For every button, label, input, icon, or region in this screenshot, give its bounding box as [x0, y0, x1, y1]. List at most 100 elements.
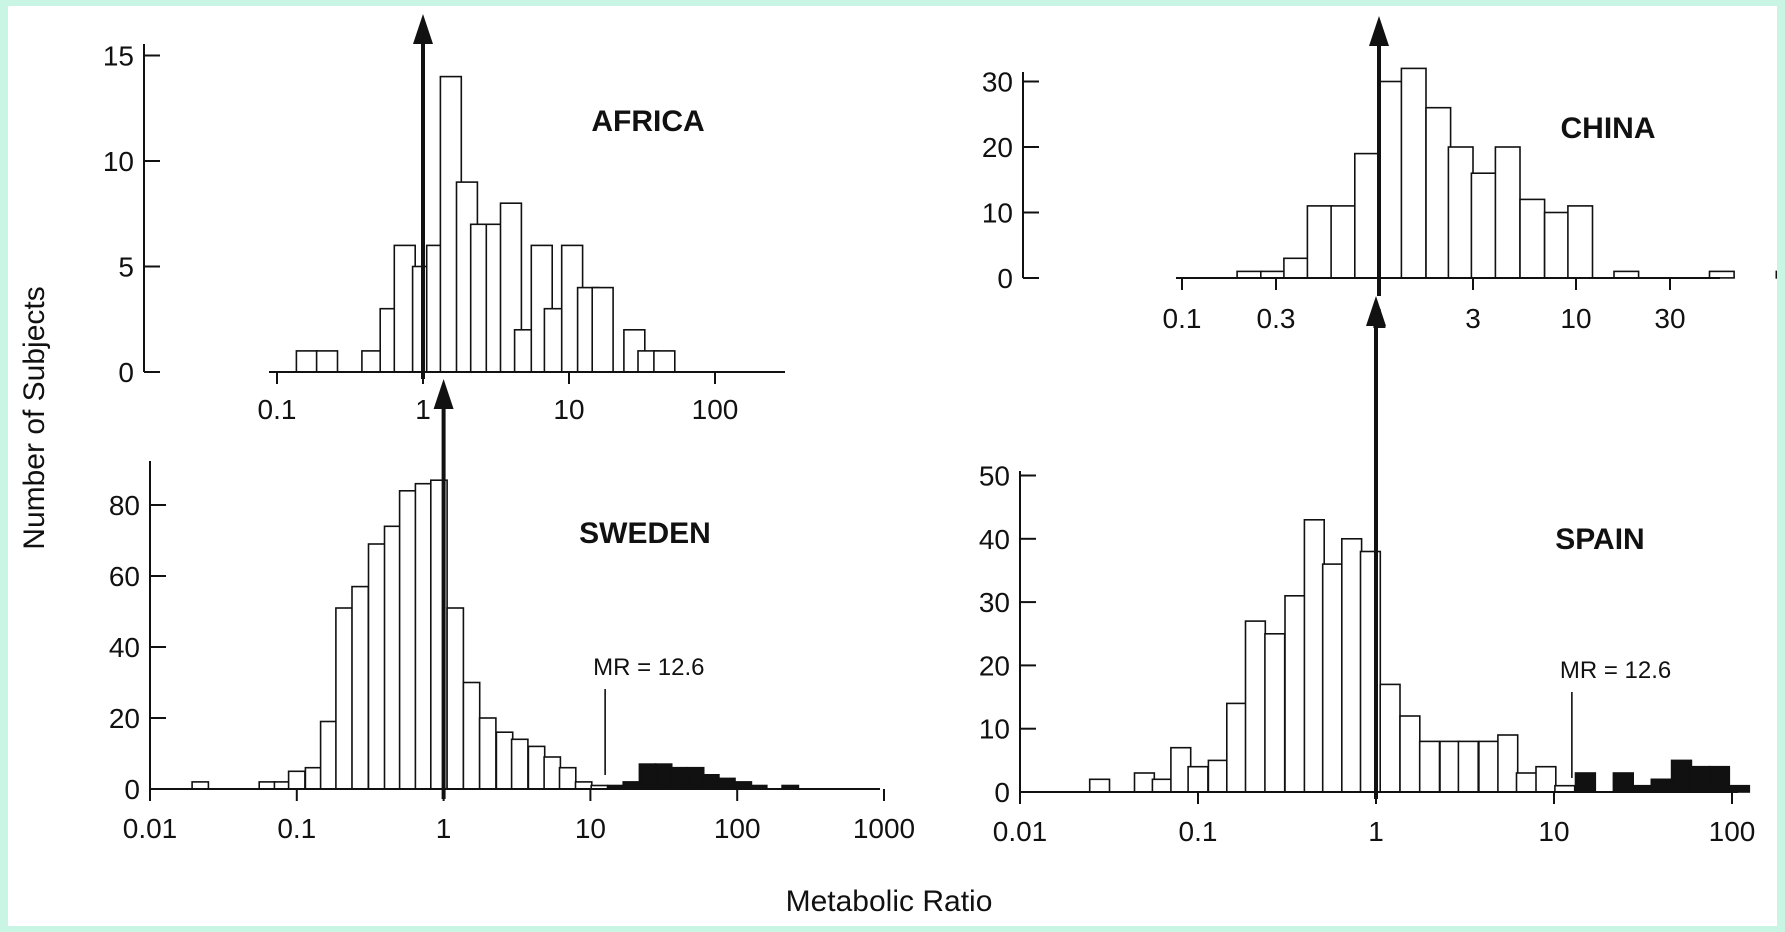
x-axis-label: Metabolic Ratio: [786, 885, 993, 918]
spain-antimode-arrow-head: [1366, 296, 1386, 326]
spain-bar: [1535, 765, 1557, 793]
sweden-bar: [717, 777, 736, 790]
sweden-bar: [258, 781, 277, 790]
spain-x-tick-label: 0.01: [993, 816, 1048, 847]
sweden-bar: [638, 763, 657, 790]
spain-bar: [1226, 702, 1248, 793]
spain-y-tick-label: 50: [979, 461, 1010, 492]
spain-bar: [1133, 772, 1156, 793]
sweden-x-tick-label: 10: [575, 813, 606, 844]
sweden-bar: [510, 738, 529, 790]
sweden-bar: [462, 681, 481, 790]
spain-x-tick-label: 100: [1709, 816, 1756, 847]
spain-bar: [1670, 759, 1693, 793]
china-panel: 0.10.31310300102030CHINA: [982, 16, 1777, 334]
sweden-panel-title: SWEDEN: [579, 517, 711, 550]
china-bar: [1519, 198, 1546, 279]
africa-panel: 0.1 1 10 100 0 5 10 15 AFRICA: [103, 14, 785, 425]
spain-bar: [1728, 784, 1751, 793]
spain-bar: [1612, 772, 1635, 793]
china-bar: [1377, 80, 1404, 279]
china-bar: [1306, 205, 1333, 279]
china-bar: [1354, 152, 1381, 279]
africa-x-tick-label: 1: [415, 394, 431, 425]
spain-bar: [1284, 594, 1306, 793]
china-x-tick-label: 0.1: [1163, 303, 1202, 334]
spain-bar: [1574, 772, 1597, 793]
sweden-bar: [558, 766, 577, 790]
sweden-antimode-arrow-head: [433, 379, 454, 409]
spain-y-tick-label: 0: [994, 777, 1010, 808]
spain-bar: [1418, 740, 1441, 793]
sweden-bar: [191, 781, 210, 790]
china-x-tick-label: 0.3: [1257, 303, 1296, 334]
china-y-tick-label: 10: [982, 198, 1013, 229]
sweden-bar: [495, 731, 514, 790]
china-y-tick-label: 0: [997, 263, 1013, 294]
spain-bar: [1187, 765, 1209, 793]
sweden-bar: [319, 720, 338, 790]
sweden-bar: [287, 770, 306, 790]
china-x-tick-label: 30: [1654, 303, 1685, 334]
china-bar: [1425, 106, 1452, 279]
sweden-bar: [335, 607, 353, 790]
spain-x-tick-label: 1: [1368, 816, 1384, 847]
spain-x-tick-label: 0.1: [1179, 816, 1218, 847]
sweden-y-tick-label: 20: [109, 703, 140, 734]
africa-bar: [591, 286, 614, 373]
spain-bar: [1457, 740, 1480, 793]
spain-panel-title: SPAIN: [1555, 523, 1644, 556]
spain-y-tick-label: 10: [979, 714, 1010, 745]
china-bar: [1494, 146, 1521, 279]
spain-bar: [1708, 765, 1731, 793]
spain-bar: [1399, 715, 1421, 793]
china-bar: [1470, 172, 1497, 279]
sweden-x-tick-label: 0.1: [277, 813, 316, 844]
spain-bar: [1244, 620, 1267, 793]
spain-bar: [1341, 537, 1363, 793]
sweden-bar: [527, 745, 546, 790]
china-bar: [1613, 270, 1640, 279]
china-y-tick-label: 30: [982, 67, 1013, 98]
sweden-y-tick-label: 60: [109, 561, 140, 592]
sweden-x-tick-label: 0.01: [123, 813, 178, 844]
sweden-bar: [574, 781, 593, 790]
spain-bar: [1321, 563, 1344, 793]
sweden-bar: [414, 482, 433, 790]
sweden-bar: [622, 781, 641, 790]
spain-x-tick-label: 10: [1538, 816, 1569, 847]
sweden-bar: [686, 766, 705, 790]
spain-bar: [1515, 772, 1538, 793]
china-antimode-arrow-head: [1369, 16, 1389, 46]
sweden-y-tick-label: 0: [124, 774, 140, 805]
sweden-y-tick-label: 80: [109, 490, 140, 521]
sweden-bar: [446, 607, 465, 790]
sweden-mr-annotation: MR = 12.6: [593, 654, 704, 681]
spain-bar: [1088, 778, 1111, 793]
spain-bar: [1439, 740, 1461, 793]
china-bar: [1330, 205, 1357, 279]
china-bar: [1447, 146, 1474, 279]
africa-y-tick-label: 10: [103, 146, 134, 177]
africa-y-tick-label: 15: [103, 41, 134, 72]
spain-y-tick-label: 40: [979, 524, 1010, 555]
y-axis-label: Number of Subjects: [18, 286, 51, 549]
china-y-tick-label: 20: [982, 132, 1013, 163]
spain-y-tick-label: 30: [979, 587, 1010, 618]
spain-y-tick-label: 20: [979, 650, 1010, 681]
africa-panel-title: AFRICA: [591, 105, 704, 138]
sweden-y-tick-label: 40: [109, 632, 140, 663]
sweden-bar: [304, 766, 323, 790]
spain-bar: [1497, 734, 1519, 793]
sweden-panel: 0.01 0.1 1 10 100 1000 0 20 40 60 80 SWEDEN MR = 12.…: [109, 379, 915, 844]
sweden-x-tick-label: 1000: [853, 813, 915, 844]
sweden-bar: [543, 756, 562, 790]
sweden-bar: [367, 543, 386, 790]
sweden-x-tick-label: 1: [436, 813, 452, 844]
spain-bar: [1650, 778, 1672, 793]
spain-bar: [1303, 518, 1326, 793]
sweden-bar: [398, 489, 417, 790]
africa-x-tick-label: 100: [692, 394, 739, 425]
